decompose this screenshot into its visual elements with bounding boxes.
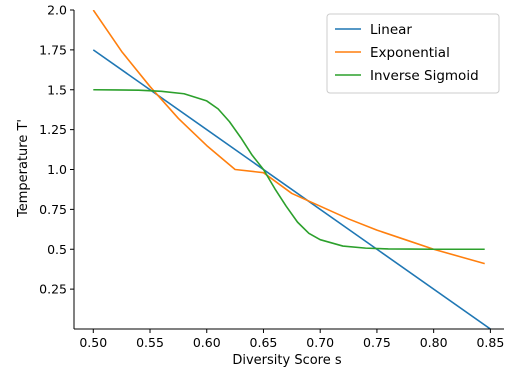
legend: Linear Exponential Inverse Sigmoid xyxy=(326,13,500,94)
legend-label-linear: Linear xyxy=(370,22,412,38)
y-tick-label: 1.5 xyxy=(47,82,67,97)
x-tick-label: 0.70 xyxy=(306,335,334,350)
plot-area: 0.50 0.55 0.60 0.65 0.70 0.75 0.80 0.85 0.25 0.5 0… xyxy=(39,3,504,351)
legend-box xyxy=(326,13,500,94)
x-tick-label: 0.55 xyxy=(136,335,164,350)
y-tick-label: 0.5 xyxy=(47,242,67,257)
y-tick-label: 1.0 xyxy=(47,162,67,177)
series-layer xyxy=(92,10,491,329)
legend-label-exponential: Exponential xyxy=(370,45,450,61)
y-tick-label: 0.75 xyxy=(39,202,67,217)
y-tick-label: 2.0 xyxy=(47,3,67,18)
y-tick-label: 0.25 xyxy=(39,282,67,297)
x-tick-label: 0.65 xyxy=(250,335,278,350)
x-tick-label: 0.80 xyxy=(420,335,448,350)
legend-label-inverse-sigmoid: Inverse Sigmoid xyxy=(370,68,479,84)
y-axis-label: Temperature T' xyxy=(16,119,31,218)
x-tick-label: 0.60 xyxy=(193,335,221,350)
series-line-exponential xyxy=(92,10,485,265)
x-axis-label: Diversity Score s xyxy=(232,353,342,368)
ticks: 0.50 0.55 0.60 0.65 0.70 0.75 0.80 0.85 0.25 0.5 0… xyxy=(39,3,504,351)
x-tick-label: 0.85 xyxy=(476,335,504,350)
x-tick-label: 0.75 xyxy=(363,335,391,350)
y-tick-label: 1.75 xyxy=(39,42,67,57)
x-tick-label: 0.50 xyxy=(79,335,107,350)
y-tick-label: 1.25 xyxy=(39,122,67,137)
series-line-inverse-sigmoid xyxy=(93,88,485,251)
